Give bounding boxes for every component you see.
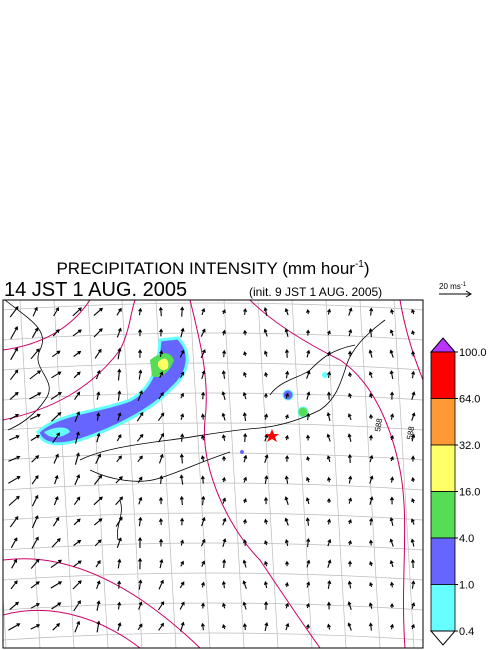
map-background (3, 300, 423, 648)
colorbar-label: 64.0 (459, 394, 480, 406)
contour-label: 588 (373, 417, 384, 432)
contour (189, 300, 321, 648)
wind-legend-arrow (439, 290, 472, 298)
colorbar-label: 32.0 (459, 440, 480, 452)
title-close: ) (364, 259, 370, 278)
init-time: (init. 9 JST 1 AUG. 2005) (249, 285, 382, 299)
title-exponent: -1 (355, 259, 364, 270)
coastline (4, 300, 50, 431)
map-frame (2, 299, 424, 649)
grid-lines (3, 300, 423, 648)
precip-cell (297, 406, 309, 418)
colorbar-label: 4.0 (459, 533, 474, 545)
contour (3, 609, 141, 648)
wind-legend: 20 ms-1 (439, 282, 472, 298)
title: PRECIPITATION INTENSITY (mm hour-1) (56, 259, 369, 278)
contour (3, 558, 201, 648)
contour-label: 588 (405, 425, 416, 440)
wind-legend-exponent: -1 (461, 282, 467, 288)
contour (3, 300, 136, 421)
contour (249, 300, 406, 648)
contour (3, 300, 91, 351)
colorbar-label: 16.0 (459, 487, 480, 499)
wind-arrows (8, 306, 416, 633)
colorbar-segment (430, 537, 456, 585)
location-marker (265, 429, 279, 442)
coastline (269, 344, 356, 396)
wind-legend-text: 20 ms (439, 282, 461, 291)
colorbar-under (429, 630, 457, 646)
valid-time: 14 JST 1 AUG. 2005 (4, 279, 187, 301)
colorbar-segment (430, 584, 456, 632)
contours (3, 300, 423, 648)
contour (399, 300, 423, 381)
colorbar-segment (430, 444, 456, 492)
colorbar-label: 1.0 (459, 580, 474, 592)
precip-cell (240, 450, 244, 454)
colorbar-label: 100.0 (459, 347, 487, 359)
lat-lon-grid (3, 300, 423, 648)
colorbar-label: 0.4 (459, 626, 474, 638)
precipitation (36, 336, 328, 454)
colorbar: 100.0 64.0 32.0 16.0 4.0 1.0 0.4 (429, 337, 487, 646)
colorbar-segment (430, 491, 456, 539)
colorbar-segment (430, 398, 456, 446)
colorbar-over (429, 337, 457, 353)
precip-cell (322, 372, 328, 378)
precip-band (36, 336, 189, 446)
colorbar-segment (430, 351, 456, 399)
precip-cell (158, 358, 169, 371)
title-text: PRECIPITATION INTENSITY (mm hour (56, 259, 355, 278)
wind-vectors (8, 306, 416, 633)
wind-legend-label: 20 ms-1 (439, 282, 467, 291)
map: 588 588 (3, 300, 423, 648)
precip-cell (44, 427, 70, 438)
